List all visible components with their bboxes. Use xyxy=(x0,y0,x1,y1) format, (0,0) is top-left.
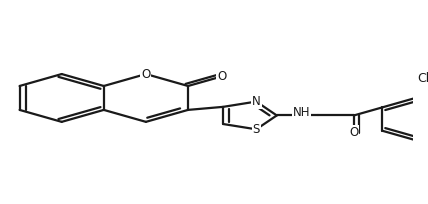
Text: Cl: Cl xyxy=(417,72,428,85)
Text: S: S xyxy=(253,123,260,136)
Text: NH: NH xyxy=(293,106,310,119)
Text: N: N xyxy=(252,95,261,108)
Text: O: O xyxy=(141,68,151,81)
Text: O: O xyxy=(217,70,226,83)
Text: O: O xyxy=(349,126,359,140)
